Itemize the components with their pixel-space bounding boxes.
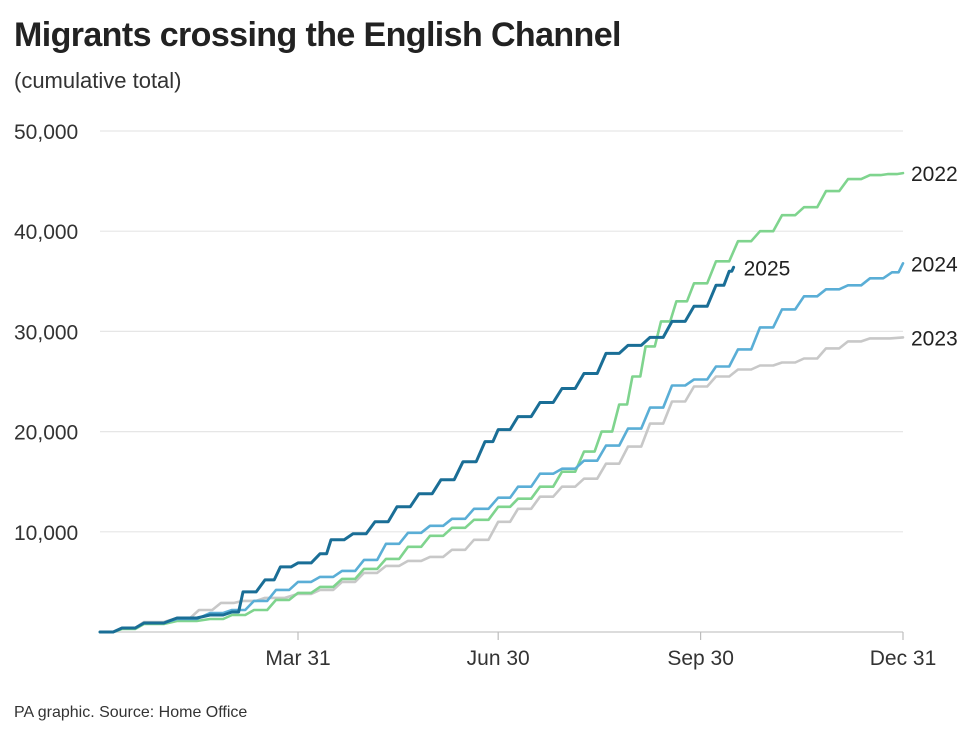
series-label-2022: 2022 <box>911 163 958 186</box>
series-line-2023 <box>98 336 905 634</box>
y-tick-label-40000: 40,000 <box>14 221 78 244</box>
series-line-2025 <box>98 265 736 634</box>
series-label-2024: 2024 <box>911 253 958 276</box>
chart-title: Migrants crossing the English Channel <box>14 16 621 54</box>
y-tick-label-50000: 50,000 <box>14 121 78 144</box>
x-tick-label: Jun 30 <box>467 647 530 670</box>
x-tick-label: Dec 31 <box>870 647 937 670</box>
line-chart: 10,000 20,000 30,000 40,000 50,000 Mar 31 Jun … <box>14 121 958 670</box>
x-tick-label: Mar 31 <box>265 647 330 670</box>
series-line-2022 <box>98 171 905 634</box>
series-line-2024 <box>98 262 905 634</box>
series-label-2023: 2023 <box>911 327 958 350</box>
x-tick-label: Sep 30 <box>667 647 734 670</box>
y-tick-label-10000: 10,000 <box>14 522 78 545</box>
chart-subtitle: (cumulative total) <box>14 68 182 93</box>
y-tick-label-30000: 30,000 <box>14 321 78 344</box>
source-note: PA graphic. Source: Home Office <box>14 704 248 721</box>
y-tick-label-20000: 20,000 <box>14 422 78 445</box>
series-label-2025: 2025 <box>744 257 791 280</box>
